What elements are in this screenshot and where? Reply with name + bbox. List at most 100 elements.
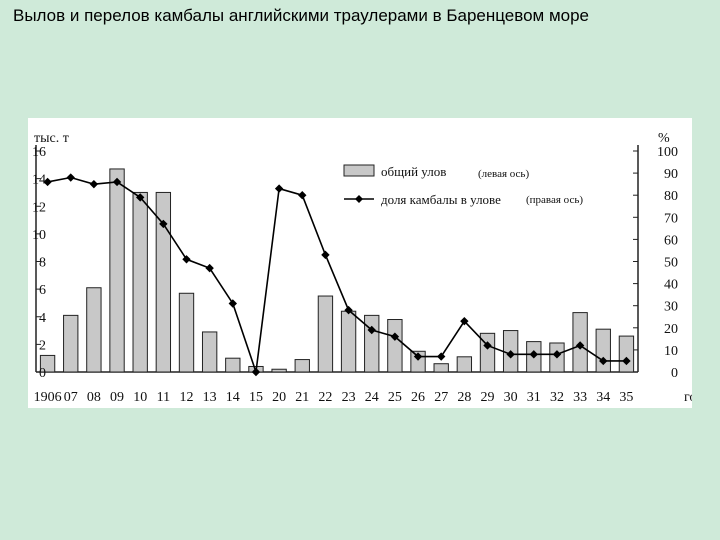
bar (364, 314, 380, 373)
legend-line-marker (355, 195, 363, 203)
x-tick-label: 10 (133, 390, 147, 405)
left-tick-label: 0 (39, 366, 46, 381)
tick-labels: 02468101214160102030405060708090100тыс. … (32, 131, 692, 405)
x-tick-label: 31 (527, 390, 541, 405)
legend-line-label: доля камбалы в улове (381, 192, 501, 207)
line-point (506, 350, 515, 359)
x-tick-label: 13 (203, 390, 217, 405)
bar (595, 328, 611, 373)
x-tick-label: 30 (504, 390, 518, 405)
bar (86, 287, 102, 373)
line-point (483, 341, 492, 350)
line-point (135, 193, 145, 202)
left-tick-label: 10 (32, 228, 46, 243)
right-axis-unit: % (658, 131, 670, 146)
x-tick-label: 27 (434, 390, 448, 405)
left-tick-label: 16 (32, 145, 46, 160)
legend-bar-swatch (343, 164, 375, 177)
x-tick-label: 15 (249, 390, 263, 405)
x-tick-label: 11 (157, 390, 170, 405)
bar (294, 359, 310, 373)
chart-figure: 0 2 4 6 8 10 12 14 16 0 10 20 30 40 50 60 70 80 90 100 тыс. … (28, 118, 692, 408)
x-tick-label: 08 (87, 390, 101, 405)
x-tick-label: 14 (226, 390, 240, 405)
right-tick-label: 70 (664, 211, 678, 226)
line-point (622, 356, 631, 366)
x-tick-label: 33 (573, 390, 587, 405)
left-tick-label: 8 (39, 256, 46, 271)
line-point (89, 179, 99, 189)
bar (456, 356, 473, 373)
line-point (460, 316, 469, 326)
bar (178, 292, 195, 373)
bar (317, 295, 334, 373)
bar (479, 332, 496, 373)
x-tick-label: 26 (411, 390, 425, 405)
x-tick-label: 32 (550, 390, 564, 405)
x-tick-label: 20 (272, 390, 286, 405)
x-tick-label: 12 (180, 390, 194, 405)
line-point (182, 255, 191, 264)
bar-series (39, 168, 635, 373)
legend-line-note: (правая ось) (526, 194, 583, 206)
right-tick-label: 80 (664, 189, 678, 204)
left-tick-label: 4 (39, 311, 46, 326)
chart-axes (35, 145, 639, 373)
legend: общий улов (левая ось) доля камбалы в улов… (343, 164, 583, 207)
line-point (390, 332, 400, 341)
bar (271, 368, 287, 373)
bar (132, 191, 148, 373)
x-tick-label: 22 (318, 390, 332, 405)
right-tick-label: 10 (664, 344, 678, 359)
right-tick-label: 20 (664, 322, 678, 337)
x-tick-label: 09 (110, 390, 124, 405)
x-axis-label: год (684, 390, 692, 405)
left-tick-label: 6 (39, 283, 46, 298)
x-tick-label: 25 (388, 390, 402, 405)
x-tick-label: 23 (342, 390, 356, 405)
line-series (43, 173, 631, 377)
line-point (344, 305, 353, 315)
x-tick-label: 28 (457, 390, 471, 405)
x-tick-label: 34 (596, 390, 610, 405)
bar (225, 357, 241, 373)
right-tick-label: 30 (664, 300, 678, 315)
left-axis-unit: тыс. т (34, 131, 69, 146)
bar (109, 168, 125, 373)
line-point (159, 219, 168, 229)
legend-bar-label: общий улов (381, 164, 446, 179)
bar (618, 335, 635, 373)
line-point (321, 250, 330, 260)
line-point (599, 356, 608, 366)
line-point (436, 352, 446, 361)
left-tick-label: 12 (32, 200, 46, 215)
chart: 02468101214160102030405060708090100тыс. … (32, 131, 692, 405)
right-tick-label: 90 (664, 167, 678, 182)
right-tick-label: 40 (664, 278, 678, 293)
bar (39, 354, 56, 373)
right-tick-label: 0 (671, 366, 678, 381)
line-point (552, 350, 562, 359)
bar (433, 363, 449, 373)
line-point (251, 367, 261, 377)
right-tick-label: 60 (664, 233, 678, 248)
line-point (298, 191, 307, 200)
x-tick-label: 1906 (34, 390, 62, 405)
slide-title: Вылов и перелов камбалы английскими трау… (13, 6, 590, 25)
left-tick-label: 14 (32, 173, 46, 188)
line-point (367, 325, 376, 335)
bar (387, 319, 403, 373)
line-point (228, 299, 238, 308)
line-point (274, 184, 284, 193)
line-point (66, 173, 75, 182)
bar (340, 310, 357, 373)
legend-bar-note: (левая ось) (478, 168, 529, 180)
x-tick-label: 07 (64, 390, 78, 405)
line-point (575, 341, 585, 350)
bar (63, 314, 79, 373)
x-tick-label: 24 (365, 390, 379, 405)
x-tick-label: 21 (295, 390, 309, 405)
line-point (205, 263, 214, 273)
right-tick-label: 50 (664, 256, 678, 271)
bar (155, 191, 172, 373)
